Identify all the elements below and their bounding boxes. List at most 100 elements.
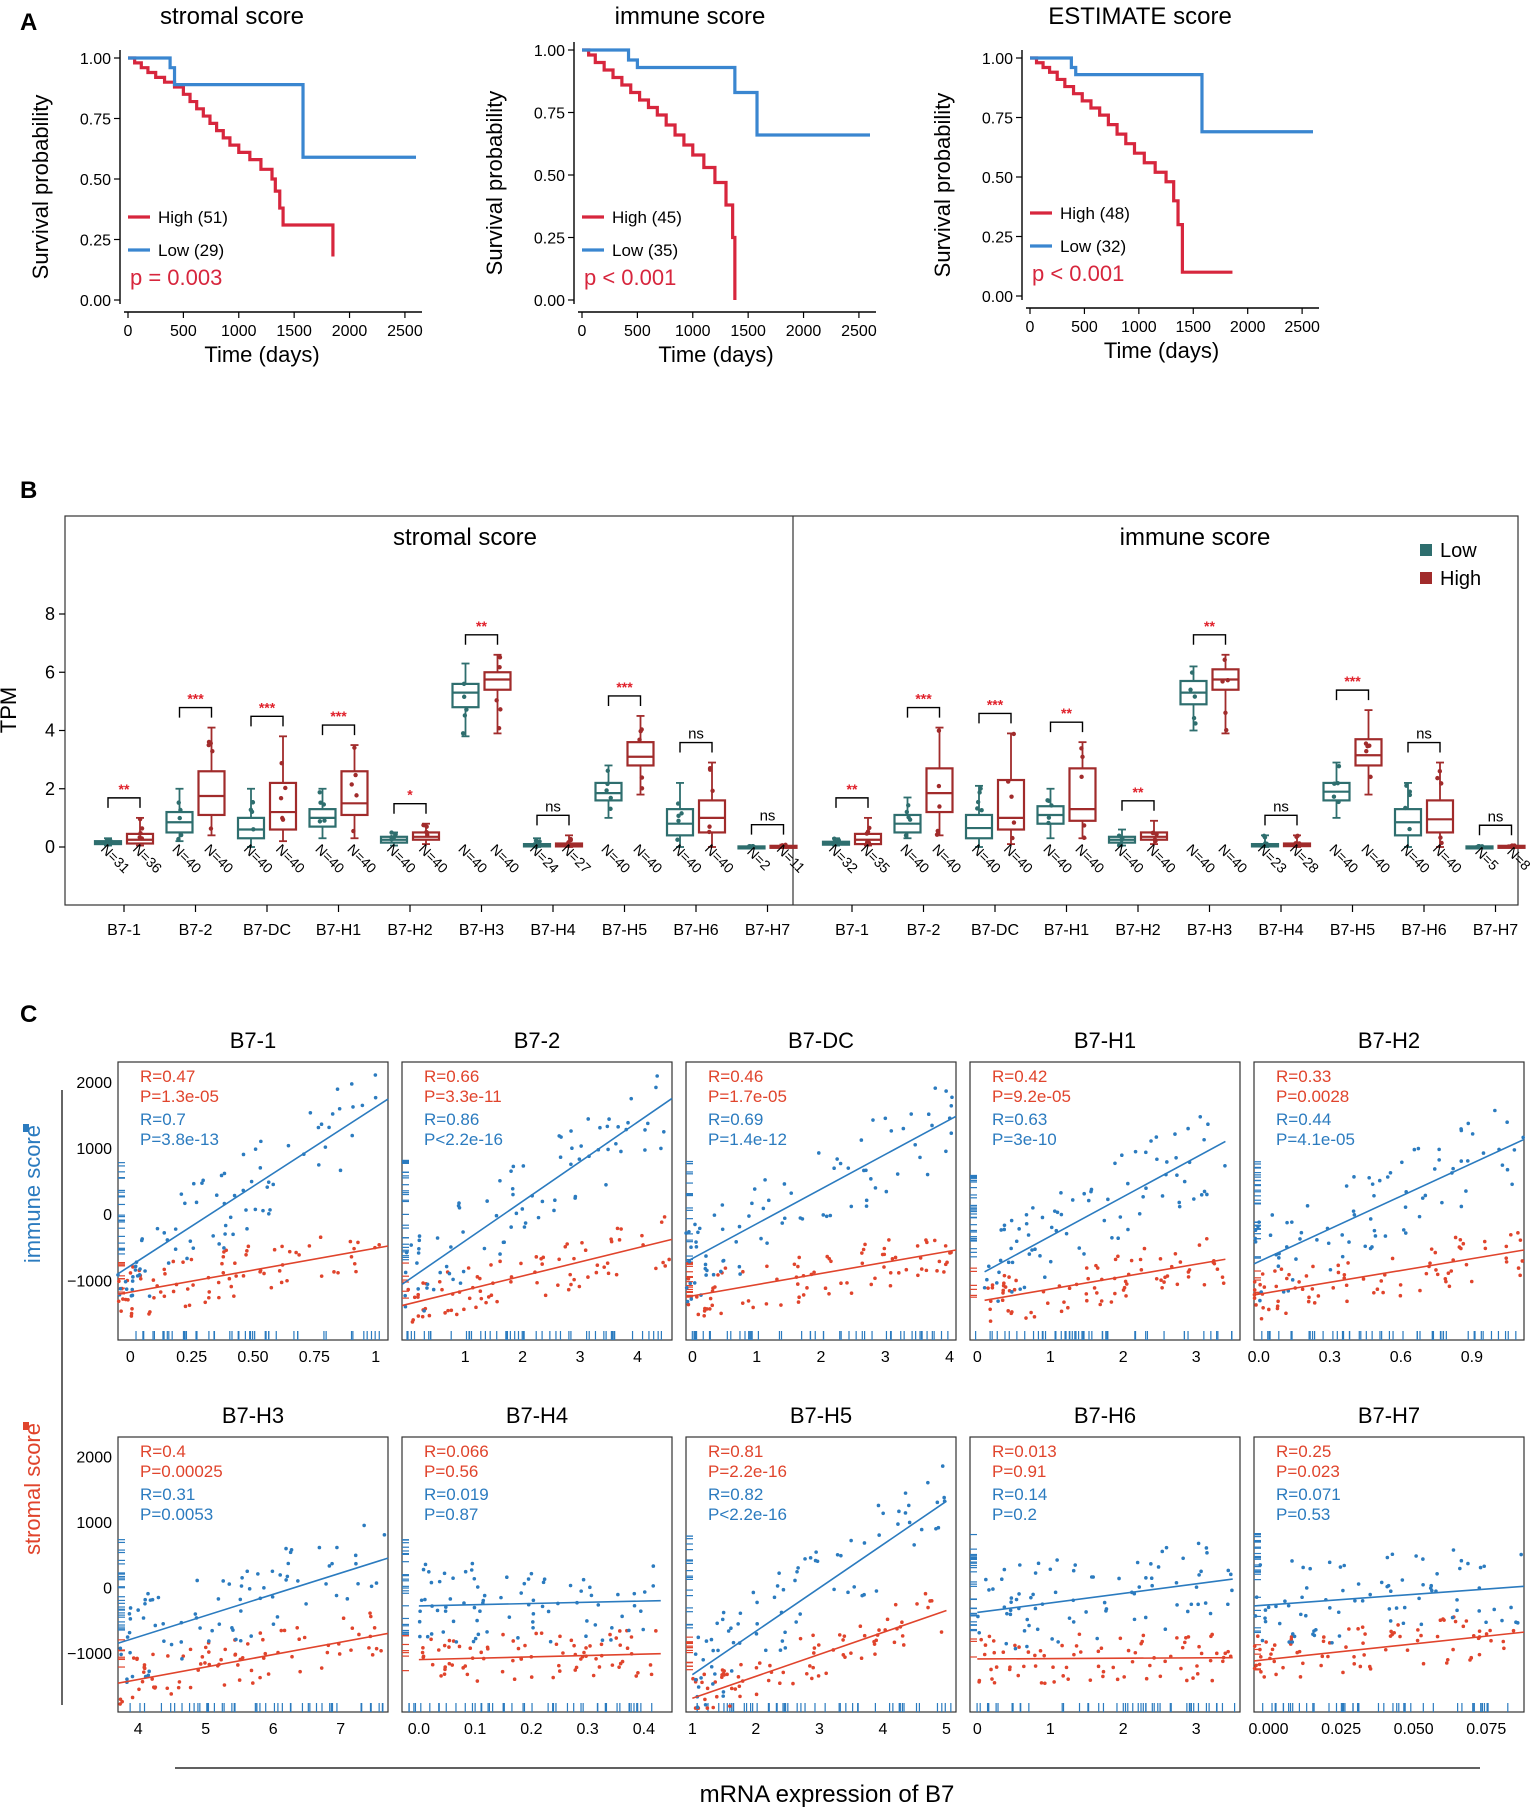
km-y-tick-label: 0.25 (982, 230, 1013, 247)
box-point-low (104, 841, 110, 847)
scatter-point-immune (1150, 1583, 1154, 1588)
scatter-point-stromal (1284, 1276, 1289, 1281)
box-point-low (904, 809, 910, 815)
scatter-point-immune (540, 1199, 545, 1204)
scatter-point-immune (1477, 1609, 1482, 1613)
scatter-point-stromal (700, 1680, 704, 1685)
scatter-point-immune (709, 1664, 714, 1669)
scatter-point-immune (222, 1246, 226, 1250)
box-point-low (1407, 789, 1413, 794)
scatter-point-stromal (812, 1651, 816, 1655)
km-legend-label: High (51) (158, 208, 228, 227)
scatter-point-stromal (859, 1656, 864, 1661)
scatter-point-stromal (1096, 1649, 1101, 1654)
scatter-point-immune (131, 1275, 135, 1279)
scatter-point-immune (620, 1614, 624, 1619)
stromal-r: R=0.47 (140, 1067, 195, 1086)
scatter-point-immune (808, 1556, 813, 1560)
scatter-point-immune (789, 1191, 794, 1195)
scatter-point-immune (813, 1558, 818, 1563)
sample-count-high: N=40 (1144, 841, 1179, 876)
box-point-high (210, 749, 215, 754)
scatter-point-stromal (207, 1295, 211, 1300)
scatter-point-immune (1177, 1204, 1182, 1209)
box-point-high (864, 839, 870, 845)
group-label: B7-H2 (387, 922, 432, 939)
scatter-point-immune (1205, 1551, 1209, 1555)
scatter-point-immune (1174, 1580, 1179, 1585)
scatter-point-immune (721, 1259, 725, 1263)
box-high (268, 781, 298, 831)
km-y-tick-label: 0.00 (80, 293, 111, 310)
scatter-x-tick-label: 0.2 (520, 1721, 542, 1738)
scatter-point-immune (1181, 1556, 1185, 1561)
scatter-point-stromal (163, 1272, 167, 1276)
scatter-point-immune (124, 1287, 129, 1291)
km-curve-low (582, 48, 870, 137)
scatter-point-stromal (457, 1644, 462, 1649)
scatter-point-stromal (216, 1280, 221, 1285)
scatter-point-stromal (1502, 1646, 1506, 1651)
scatter-point-immune (238, 1597, 243, 1602)
scatter-point-immune (156, 1595, 161, 1600)
immune-r: R=0.44 (1276, 1110, 1331, 1129)
scatter-point-immune (926, 1112, 931, 1117)
scatter-point-immune (351, 1105, 355, 1109)
scatter-point-stromal (893, 1602, 898, 1607)
scatter-point-immune (118, 1646, 123, 1651)
scatter-point-stromal (812, 1646, 817, 1650)
scatter-point-immune (1387, 1607, 1392, 1611)
scatter-point-immune (1126, 1227, 1130, 1232)
scatter-x-tick-label: 4 (633, 1349, 642, 1366)
scatter-point-immune (646, 1121, 650, 1126)
scatter-point-stromal (1006, 1309, 1011, 1313)
scatter-point-stromal (1214, 1651, 1219, 1656)
scatter-point-stromal (566, 1287, 571, 1292)
scatter-point-immune (435, 1608, 440, 1613)
group-label: B7-1 (835, 922, 869, 939)
scatter-point-immune (950, 1095, 954, 1100)
scatter-point-immune (1373, 1234, 1378, 1238)
scatter-point-immune (523, 1221, 528, 1225)
scatter-point-immune (949, 1131, 954, 1136)
scatter-point-stromal (924, 1268, 929, 1273)
scatter-point-stromal (1159, 1278, 1163, 1283)
scatter-point-stromal (1092, 1286, 1097, 1290)
scatter-point-immune (457, 1201, 461, 1205)
scatter-point-stromal (495, 1299, 499, 1304)
scatter-point-stromal (765, 1264, 769, 1269)
scatter-x-tick-label: 2 (1119, 1349, 1128, 1366)
scatter-point-stromal (443, 1665, 447, 1669)
scatter-point-stromal (297, 1637, 301, 1642)
scatter-point-immune (1135, 1560, 1140, 1565)
scatter-point-immune (247, 1587, 252, 1591)
scatter-point-stromal (123, 1297, 128, 1302)
scatter-point-immune (526, 1577, 531, 1581)
scatter-point-immune (239, 1584, 244, 1588)
scatter-point-stromal (1085, 1298, 1089, 1303)
scatter-point-immune (610, 1626, 614, 1630)
significance-bracket (1121, 800, 1155, 811)
scatter-point-stromal (131, 1265, 135, 1269)
scatter-point-immune (475, 1585, 480, 1589)
scatter-point-stromal (702, 1313, 706, 1318)
scatter-x-tick-label: 0.9 (1461, 1349, 1483, 1366)
scatter-x-tick-label: 1 (1046, 1721, 1055, 1738)
scatter-point-immune (1175, 1603, 1179, 1607)
scatter-point-stromal (262, 1271, 266, 1276)
scatter-point-immune (1440, 1200, 1444, 1205)
box-point-high (566, 840, 571, 845)
scatter-point-immune (1086, 1198, 1091, 1203)
scatter-point-stromal (234, 1274, 238, 1278)
scatter-point-stromal (766, 1678, 771, 1683)
scatter-point-immune (270, 1569, 275, 1574)
scatter-point-stromal (142, 1666, 147, 1671)
scatter-point-stromal (1186, 1275, 1191, 1279)
scatter-x-tick-label: 0.000 (1248, 1721, 1288, 1738)
scatter-point-stromal (992, 1650, 997, 1655)
scatter-point-immune (1300, 1595, 1304, 1600)
scatter-point-stromal (551, 1675, 555, 1680)
scatter-point-stromal (888, 1283, 893, 1288)
scatter-point-immune (895, 1172, 900, 1176)
scatter-point-stromal (1001, 1288, 1006, 1293)
